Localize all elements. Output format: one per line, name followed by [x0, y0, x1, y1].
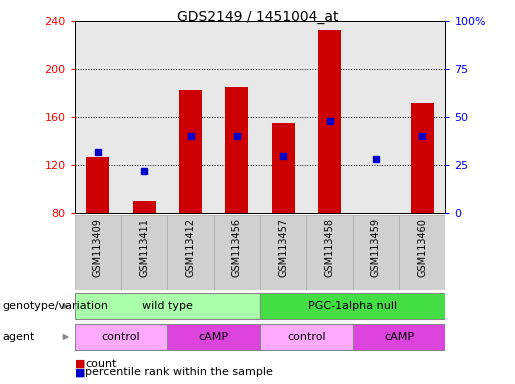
Text: percentile rank within the sample: percentile rank within the sample [85, 367, 273, 377]
Bar [260, 215, 306, 290]
Text: PGC-1alpha null: PGC-1alpha null [308, 301, 398, 311]
Bar [179, 89, 202, 213]
Bar [306, 215, 353, 290]
Bar [86, 157, 109, 213]
Bar [121, 215, 167, 290]
Text: GSM113411: GSM113411 [139, 218, 149, 277]
Text: wild type: wild type [142, 301, 193, 311]
Text: ■: ■ [75, 367, 85, 377]
Text: GDS2149 / 1451004_at: GDS2149 / 1451004_at [177, 10, 338, 23]
Text: GSM113458: GSM113458 [324, 218, 335, 277]
Text: count: count [85, 359, 116, 369]
Text: ■: ■ [75, 359, 85, 369]
Text: GSM113459: GSM113459 [371, 218, 381, 277]
Text: cAMP: cAMP [384, 332, 414, 342]
Text: control: control [102, 332, 140, 342]
Text: agent: agent [3, 332, 35, 342]
Bar [167, 324, 260, 350]
Bar [167, 215, 214, 290]
Bar [75, 215, 121, 290]
Text: GSM113412: GSM113412 [185, 218, 196, 277]
Text: GSM113456: GSM113456 [232, 218, 242, 277]
Bar [353, 215, 399, 290]
Bar [133, 201, 156, 213]
Bar [272, 123, 295, 213]
Bar [353, 324, 445, 350]
Bar [318, 30, 341, 213]
Bar [75, 324, 167, 350]
Text: cAMP: cAMP [199, 332, 229, 342]
Bar [75, 293, 260, 319]
Bar [214, 215, 260, 290]
Bar [260, 324, 353, 350]
Bar [260, 293, 445, 319]
Text: genotype/variation: genotype/variation [3, 301, 109, 311]
Bar [399, 215, 445, 290]
Text: control: control [287, 332, 325, 342]
Text: GSM113457: GSM113457 [278, 218, 288, 277]
Bar [410, 103, 434, 213]
Text: GSM113409: GSM113409 [93, 218, 103, 277]
Text: GSM113460: GSM113460 [417, 218, 427, 277]
Bar [226, 87, 248, 213]
